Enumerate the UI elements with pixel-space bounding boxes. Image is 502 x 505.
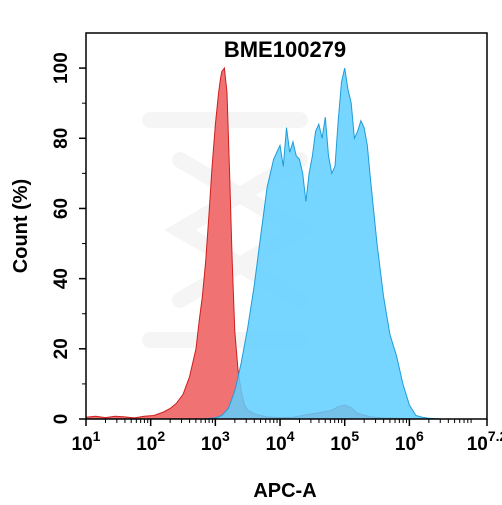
y-tick-label-5: 80 <box>51 128 72 149</box>
chart-title: BME100279 <box>224 37 346 62</box>
x-tick-label-3: 103 <box>201 428 230 455</box>
y-axis-title: Count (%) <box>10 179 32 273</box>
x-tick-label-6: 106 <box>395 428 424 455</box>
y-tick-label-2: 20 <box>51 338 72 359</box>
x-tick-label-7: 107.2 <box>467 428 502 455</box>
plot-frame <box>85 32 488 420</box>
x-tick-label-1: 101 <box>72 428 101 455</box>
x-tick-label-4: 104 <box>266 428 295 455</box>
y-tick-label-3: 40 <box>51 268 72 289</box>
y-tick-label-6: 100 <box>51 52 72 84</box>
histogram-series-2 <box>202 67 487 420</box>
x-axis-title: APC-A <box>253 480 316 502</box>
x-tick-label-5: 105 <box>330 428 359 455</box>
tick-layer: 101 102 103 104 105 106 107.2 0 20 40 60 80 100 <box>51 52 502 455</box>
y-tick-label-1: 0 <box>51 414 72 425</box>
x-tick-label-2: 102 <box>136 428 165 455</box>
series-layer <box>85 66 487 420</box>
y-tick-label-4: 60 <box>51 198 72 219</box>
